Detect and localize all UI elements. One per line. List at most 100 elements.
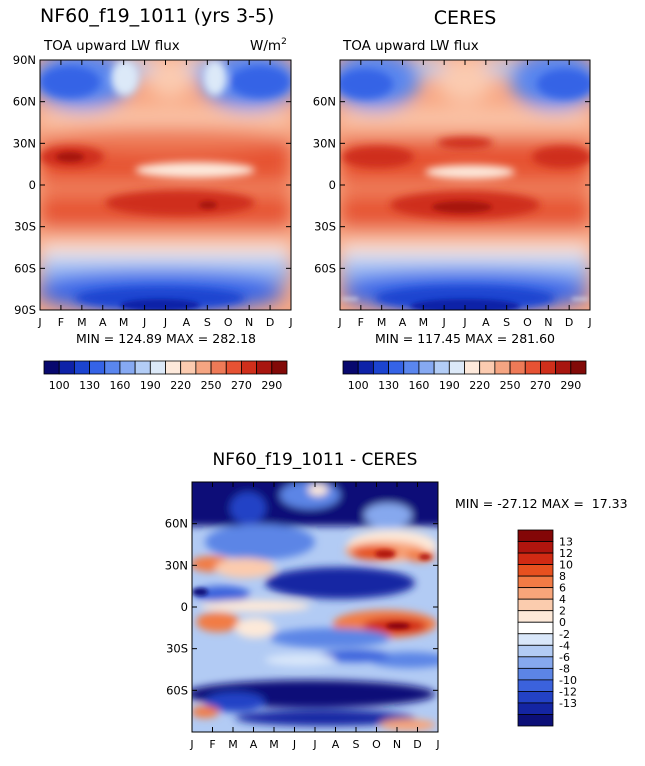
colorbar-label: -4 (559, 639, 570, 652)
x-tick-label: A (482, 316, 490, 329)
x-tick-label: J (142, 316, 146, 329)
colorbar-swatch (479, 360, 496, 375)
x-tick-label: O (523, 316, 532, 329)
x-tick-label: J (292, 738, 296, 751)
x-tick-label: A (99, 316, 107, 329)
y-tick-label: 60S (166, 683, 188, 697)
colorbar-swatch (388, 360, 405, 375)
colorbar-swatch (58, 360, 75, 375)
panel2-plot (340, 60, 590, 310)
colorbar-swatch (517, 552, 554, 565)
colorbar-label: 8 (559, 570, 566, 583)
panel1-colorbar: 100 130 160 190 220 250 270 290 (43, 360, 288, 392)
x-tick-label: F (358, 316, 364, 329)
panel1-stats: MIN = 124.89 MAX = 282.18 (76, 331, 256, 346)
colorbar-swatch (241, 360, 258, 375)
x-tick-label: M (377, 316, 387, 329)
x-tick-label: M (119, 316, 129, 329)
y-tick-label: 30N (165, 558, 188, 572)
colorbar-swatch (517, 529, 554, 542)
panel3-title: NF60_f19_1011 - CERES (213, 450, 418, 470)
x-tick-label: J (163, 316, 167, 329)
x-tick-label: A (332, 738, 340, 751)
colorbar-swatch (134, 360, 151, 375)
colorbar-swatch (225, 360, 242, 375)
panel3-stats: MIN = -27.12 MAX = 17.33 (455, 496, 628, 511)
colorbar-label: 100 (348, 379, 369, 392)
y-tick-label: 60N (313, 95, 336, 109)
colorbar-swatch (517, 667, 554, 681)
colorbar-swatch (119, 360, 136, 375)
x-tick-label: M (228, 738, 238, 751)
colorbar-label: 12 (559, 547, 573, 560)
colorbar-swatch (149, 360, 166, 375)
x-tick-label: J (462, 316, 466, 329)
y-tick-label: 0 (29, 178, 36, 192)
colorbar-swatch (165, 360, 182, 375)
x-tick-label: S (503, 316, 510, 329)
x-tick-label: A (399, 316, 407, 329)
panel1-plot (40, 60, 291, 310)
colorbar-label: 4 (559, 593, 566, 606)
colorbar-swatch (464, 360, 481, 375)
colorbar-label: 130 (79, 379, 100, 392)
y-tick-label: 30N (13, 136, 36, 150)
colorbar-swatch (517, 714, 554, 727)
panel1-units-label: W/m (250, 38, 281, 54)
colorbar-swatch (195, 360, 212, 375)
panel1-title: NF60_f19_1011 (yrs 3-5) (40, 5, 274, 27)
colorbar-swatch (43, 360, 60, 375)
colorbar-label: 10 (559, 559, 573, 572)
colorbar-swatch (342, 360, 359, 375)
colorbar-swatch (517, 610, 554, 623)
y-tick-label: 60S (14, 261, 36, 275)
colorbar-swatch (210, 360, 227, 375)
y-tick-label: 90N (13, 53, 36, 67)
colorbar-swatch (403, 360, 420, 375)
panel2-subtitle: TOA upward LW flux (342, 38, 479, 54)
colorbar-swatch (494, 360, 511, 375)
colorbar-swatch (104, 360, 121, 375)
y-tick-label: 90S (14, 303, 36, 317)
colorbar-label: 6 (559, 582, 566, 595)
y-tick-label: 30S (314, 220, 336, 234)
colorbar-label: -13 (559, 697, 577, 710)
x-tick-label: S (204, 316, 211, 329)
x-tick-label: D (413, 738, 421, 751)
x-tick-label: M (77, 316, 87, 329)
colorbar-swatch (418, 360, 435, 375)
x-tick-label: O (372, 738, 381, 751)
colorbar-swatch (517, 621, 554, 635)
y-tick-label: 60N (165, 517, 188, 531)
panel1-units-exponent: 2 (281, 37, 287, 47)
colorbar-label: -6 (559, 651, 570, 664)
colorbar-swatch (89, 360, 106, 375)
colorbar-label: 160 (408, 379, 429, 392)
x-tick-label: F (58, 316, 64, 329)
x-tick-label: A (250, 738, 258, 751)
colorbar-swatch (570, 360, 587, 375)
x-tick-label: J (435, 738, 439, 751)
x-tick-label: J (442, 316, 446, 329)
colorbar-swatch (517, 598, 554, 612)
y-tick-label: 30S (14, 220, 36, 234)
x-tick-label: J (337, 316, 341, 329)
colorbar-label: 100 (49, 379, 70, 392)
x-tick-label: J (288, 316, 292, 329)
y-tick-label: 30S (166, 642, 188, 656)
colorbar-swatch (517, 656, 554, 669)
colorbar-label: 290 (261, 379, 282, 392)
panel2-colorbar: 100 130 160 190 220 250 270 290 (342, 360, 587, 392)
colorbar-label: 160 (109, 379, 130, 392)
colorbar-swatch (517, 702, 554, 715)
colorbar-label: 250 (500, 379, 521, 392)
colorbar-swatch (357, 360, 374, 375)
x-tick-label: S (353, 738, 360, 751)
colorbar-swatch (180, 360, 197, 375)
panel1-units: W/m2 (250, 37, 287, 54)
